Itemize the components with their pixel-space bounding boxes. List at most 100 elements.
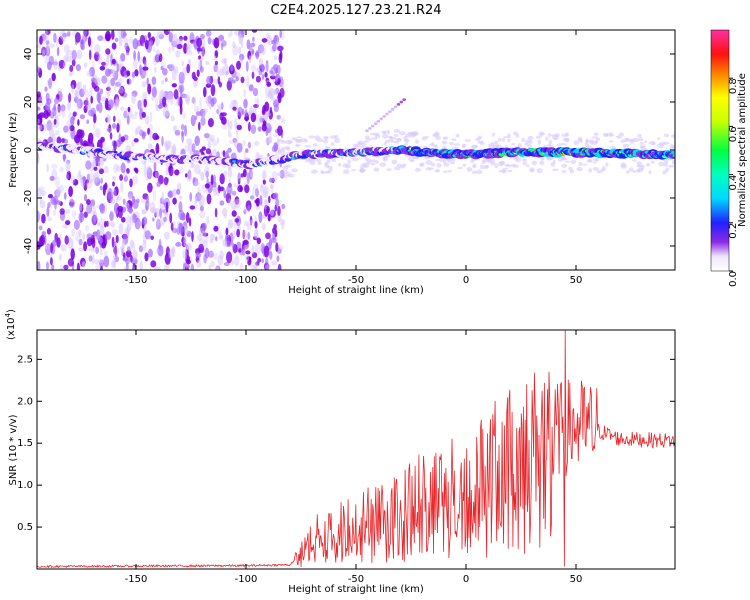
- spectrogram-halo-blob: [628, 167, 634, 172]
- spectrogram-noise-blob: [264, 62, 269, 73]
- spectrogram-noise-blob: [118, 88, 124, 95]
- spectrogram-trace-blob: [671, 150, 675, 155]
- spectrogram-halo-blob: [494, 140, 499, 144]
- spectrogram-noise-blob: [237, 221, 241, 232]
- spectrogram-noise-blob: [163, 216, 167, 223]
- spectrogram-noise-blob: [69, 124, 75, 132]
- spectrogram-noise-blob: [56, 186, 61, 199]
- spectrogram-noise-blob: [156, 181, 161, 188]
- spectrogram-noise-blob: [62, 32, 68, 38]
- spectrogram-halo-blob: [524, 142, 528, 146]
- spectrogram-halo-blob: [334, 134, 339, 140]
- spectrogram-noise-blob: [143, 165, 147, 177]
- spectrogram-noise-blob: [199, 66, 204, 73]
- spectrogram-noise-blob: [52, 61, 58, 66]
- spectrogram-noise-blob: [93, 166, 98, 171]
- spectrogram-noise-blob: [93, 113, 97, 124]
- spectrogram-x-label: Height of straight line (km): [288, 285, 424, 296]
- spectrogram-noise-blob: [261, 191, 268, 199]
- spectrogram-noise-blob: [37, 43, 42, 49]
- spectrogram-noise-blob: [147, 143, 153, 149]
- spectrogram-noise-blob: [199, 205, 204, 212]
- spectrogram-noise-blob: [45, 261, 50, 270]
- spectrogram-noise-blob: [79, 114, 86, 120]
- spectrogram-noise-blob: [128, 206, 133, 215]
- spectrogram-noise-blob: [96, 222, 101, 227]
- spectrogram-noise-blob: [236, 60, 241, 70]
- spectrogram-halo-blob: [383, 141, 387, 146]
- spectrogram-halo-blob: [557, 157, 564, 162]
- spectrogram-noise-blob: [49, 43, 56, 48]
- spectrogram-noise-blob: [266, 81, 272, 87]
- spectrogram-noise-blob: [215, 236, 218, 242]
- spectrogram-noise-blob: [100, 266, 103, 270]
- spectrogram-halo-blob: [296, 136, 302, 139]
- spectrogram-halo-blob: [381, 130, 388, 134]
- spectrogram-noise-blob: [271, 39, 276, 45]
- spectrogram-noise-blob: [53, 58, 58, 71]
- spectrogram-halo-blob: [295, 143, 299, 148]
- spectrogram-noise-blob: [113, 140, 117, 152]
- spectrogram-halo-blob: [564, 160, 571, 163]
- spectrogram-noise-blob: [234, 218, 240, 223]
- spectrogram-halo-blob: [657, 137, 661, 140]
- spectrogram-halo-blob: [277, 149, 283, 152]
- spectrogram-noise-blob: [113, 190, 118, 196]
- spectrogram-halo-blob: [409, 159, 415, 163]
- spectrogram-noise-blob: [223, 64, 229, 77]
- spectrogram-streak-blob: [370, 124, 375, 128]
- spectrogram-noise-blob: [245, 148, 249, 153]
- spectrogram-noise-blob: [186, 172, 192, 182]
- spectrogram-noise-blob: [78, 169, 81, 178]
- spectrogram-noise-blob: [45, 40, 50, 45]
- spectrogram-halo-blob: [571, 159, 577, 165]
- spectrogram-halo-blob: [389, 136, 393, 139]
- spectrogram-noise-blob: [203, 133, 210, 139]
- spectrogram-noise-blob: [261, 73, 265, 80]
- spectrogram-halo-blob: [433, 131, 440, 137]
- spectrogram-noise-blob: [268, 87, 275, 98]
- spectrogram-noise-blob: [85, 97, 89, 109]
- spectrogram-noise-blob: [49, 122, 56, 128]
- spectrogram-noise-blob: [134, 168, 139, 174]
- spectrogram-streak-blob: [379, 117, 384, 121]
- spectrogram-noise-blob: [97, 258, 104, 264]
- spectrogram-noise-blob: [172, 197, 177, 205]
- spectrogram-noise-blob: [275, 198, 280, 207]
- spectrogram-noise-blob: [131, 114, 137, 120]
- spectrogram-noise-blob: [142, 66, 149, 71]
- spectrogram-noise-blob: [194, 115, 198, 121]
- spectrogram-halo-blob: [450, 157, 456, 162]
- spectrogram-streak-blob: [368, 126, 372, 130]
- spectrogram-noise-blob: [156, 31, 163, 38]
- spectrogram-noise-blob: [144, 230, 151, 240]
- spectrogram-noise-blob: [246, 222, 252, 230]
- spectrogram-noise-blob: [229, 30, 233, 37]
- spectrogram-halo-blob: [545, 136, 549, 141]
- spectrogram-noise-blob: [256, 67, 260, 73]
- spectrogram-noise-blob: [174, 124, 178, 131]
- spectrogram-noise-blob: [205, 83, 212, 88]
- spectrogram-noise-blob: [140, 198, 147, 204]
- spectrogram-noise-blob: [232, 41, 236, 49]
- spectrogram-noise-blob: [69, 65, 74, 72]
- spectrogram-noise-blob: [210, 260, 215, 267]
- spectrogram-halo-blob: [662, 170, 668, 173]
- spectrogram-noise-blob: [210, 84, 216, 97]
- spectrogram-noise-blob: [199, 98, 202, 110]
- spectrogram-noise-blob: [214, 60, 218, 66]
- spectrogram-noise-blob: [250, 112, 257, 123]
- snr-marks: [37, 330, 675, 569]
- spectrogram-halo-blob: [405, 134, 412, 138]
- spectrogram-noise-blob: [141, 131, 146, 140]
- spectrogram-noise-blob: [258, 58, 264, 66]
- spectrogram-noise-blob: [110, 188, 117, 199]
- spectrogram-noise-blob: [88, 172, 95, 183]
- spectrogram-halo-blob: [581, 163, 588, 166]
- spectrogram-noise-blob: [147, 83, 152, 95]
- spectrogram-noise-blob: [176, 43, 183, 50]
- spectrogram-noise-blob: [198, 194, 205, 207]
- spectrogram-halo-blob: [554, 133, 560, 138]
- spectrogram-halo-blob: [291, 168, 298, 173]
